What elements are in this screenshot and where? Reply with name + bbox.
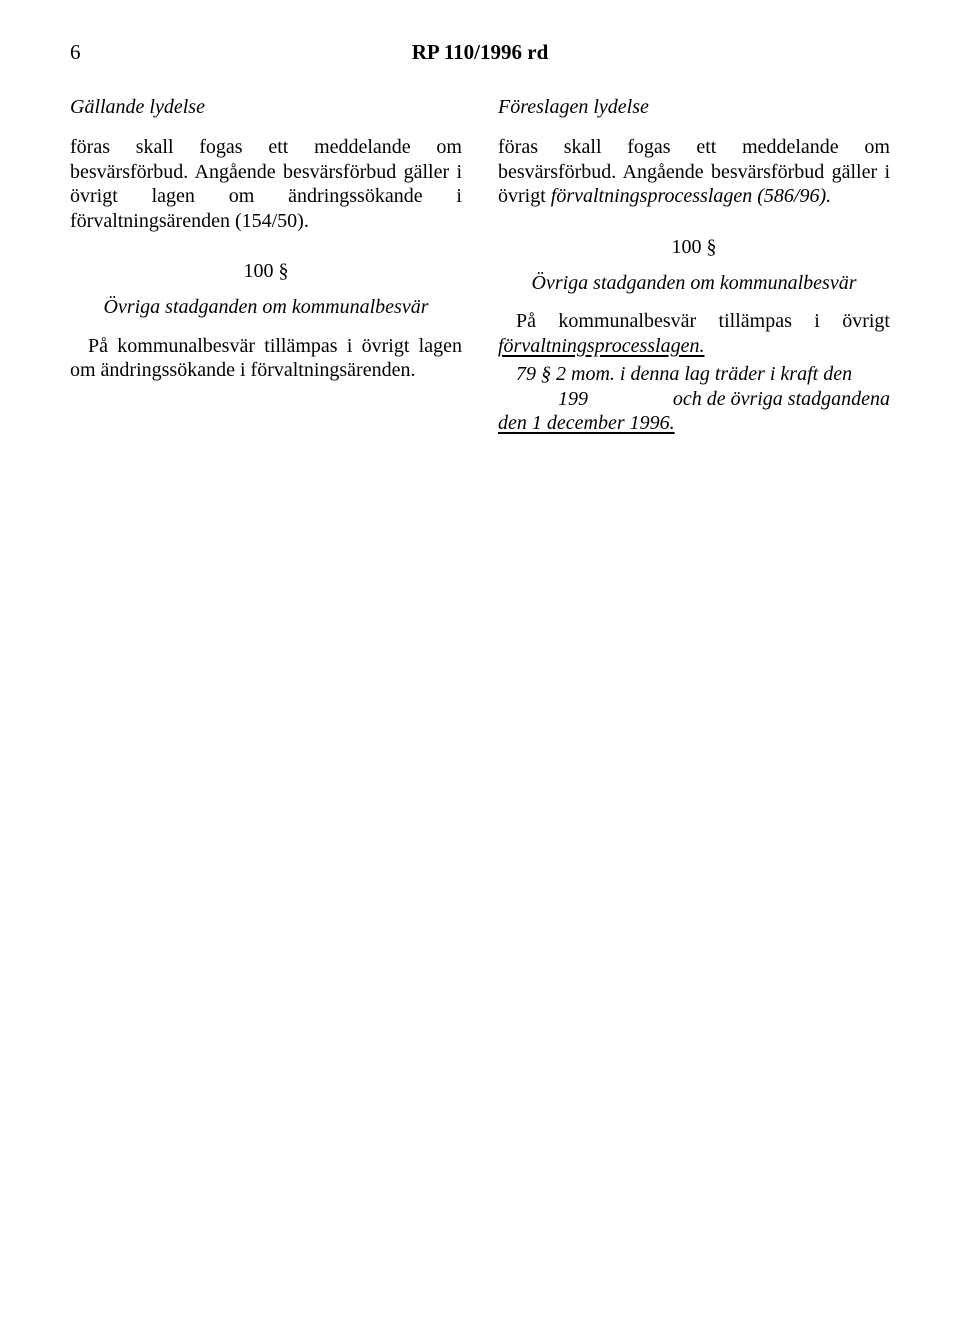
right-column: Föreslagen lydelse föras skall fogas ett… xyxy=(498,95,890,435)
right-p3-line3: den 1 december 1996. xyxy=(498,411,890,435)
left-paragraph-2: På kommunalbesvär tillämpas i övrigt lag… xyxy=(70,334,462,383)
right-paragraph-1: föras skall fogas ett meddelande om besv… xyxy=(498,135,890,208)
two-column-layout: Gällande lydelse föras skall fogas ett m… xyxy=(70,95,890,435)
right-p3-line2-left: 199 xyxy=(498,387,588,411)
right-paragraph-3: 79 § 2 mom. i denna lag träder i kraft d… xyxy=(498,362,890,435)
right-paragraph-2: På kommunalbesvär tillämpas i övrigt för… xyxy=(498,309,890,358)
page-header: RP 110/1996 rd xyxy=(70,40,890,65)
right-p3-line2-right: och de övriga stadgandena xyxy=(673,387,890,411)
right-section-title: Övriga stadganden om kommunalbesvär xyxy=(498,271,890,295)
right-p2-plain: På kommunalbesvär tillämpas i övrigt xyxy=(516,310,890,332)
left-column: Gällande lydelse föras skall fogas ett m… xyxy=(70,95,462,435)
right-p2-italic-underline: förvaltningsprocesslagen. xyxy=(498,335,704,357)
left-section-number: 100 § xyxy=(70,259,462,283)
left-heading: Gällande lydelse xyxy=(70,95,462,119)
right-heading: Föreslagen lydelse xyxy=(498,95,890,119)
left-section-title: Övriga stadganden om kommunalbesvär xyxy=(70,295,462,319)
right-p3-line3-text: den 1 december 1996. xyxy=(498,412,675,434)
right-p1-italic: förvaltningsprocesslagen (586/96). xyxy=(551,185,831,207)
right-section-number: 100 § xyxy=(498,235,890,259)
right-p3-line1: 79 § 2 mom. i denna lag träder i kraft d… xyxy=(498,362,890,386)
left-paragraph-1: föras skall fogas ett meddelande om besv… xyxy=(70,135,462,233)
